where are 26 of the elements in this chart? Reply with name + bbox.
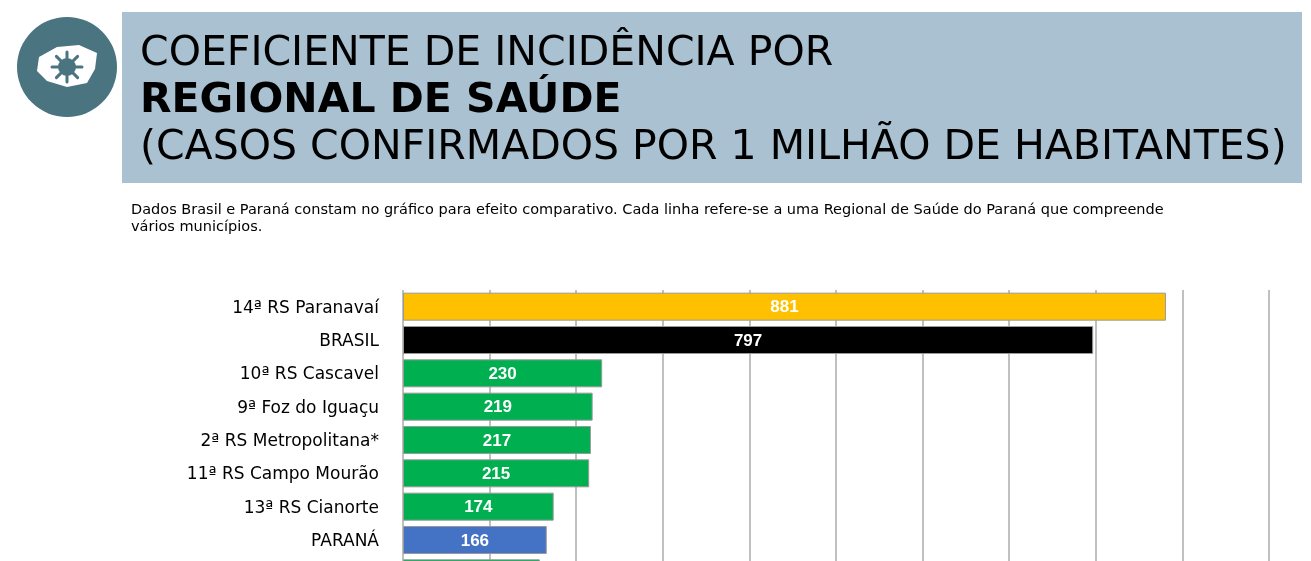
bar — [403, 426, 591, 454]
bar — [403, 459, 590, 488]
bar — [403, 326, 1094, 354]
data-label: 881 — [770, 297, 799, 317]
y-tick-label: BRASIL — [319, 330, 380, 350]
data-label: 166 — [460, 530, 490, 550]
data-label: 797 — [733, 330, 763, 350]
chart-subtitle: Dados Brasil e Paraná constam no gráfico para efeito comparativo. Cada linha refere-se a uma Regional de Saúde do Paraná que compreende vários municípios. — [131, 201, 1165, 235]
y-tick-label: 10ª RS Cascavel — [239, 363, 379, 384]
y-tick-label: 11ª RS Campo Mourão — [186, 463, 379, 484]
bar — [403, 526, 547, 554]
y-tick-label: 9ª Foz do Iguaçu — [237, 396, 379, 417]
data-label: 215 — [481, 463, 511, 483]
y-tick-label: 13ª RS Cianorte — [243, 496, 379, 517]
data-label: 174 — [464, 497, 494, 517]
y-tick-label: 2ª RS Metropolitana* — [200, 430, 379, 450]
bar — [403, 292, 1166, 321]
bar — [403, 392, 593, 421]
bar — [403, 359, 603, 388]
data-label: 219 — [483, 397, 513, 417]
bar — [403, 492, 554, 521]
data-label: 230 — [488, 363, 517, 383]
chart-title: COEFICIENTE DE INCIDÊNCIA POR REGIONAL DE SAÚDE (CASOS CONFIRMADOS POR 1 MILHÃO DE HABITANTES) — [140, 27, 1287, 169]
data-label: 217 — [482, 430, 512, 450]
y-tick-label: 14ª RS Paranavaí — [232, 296, 381, 317]
y-tick-label: PARANÁ — [311, 529, 380, 550]
